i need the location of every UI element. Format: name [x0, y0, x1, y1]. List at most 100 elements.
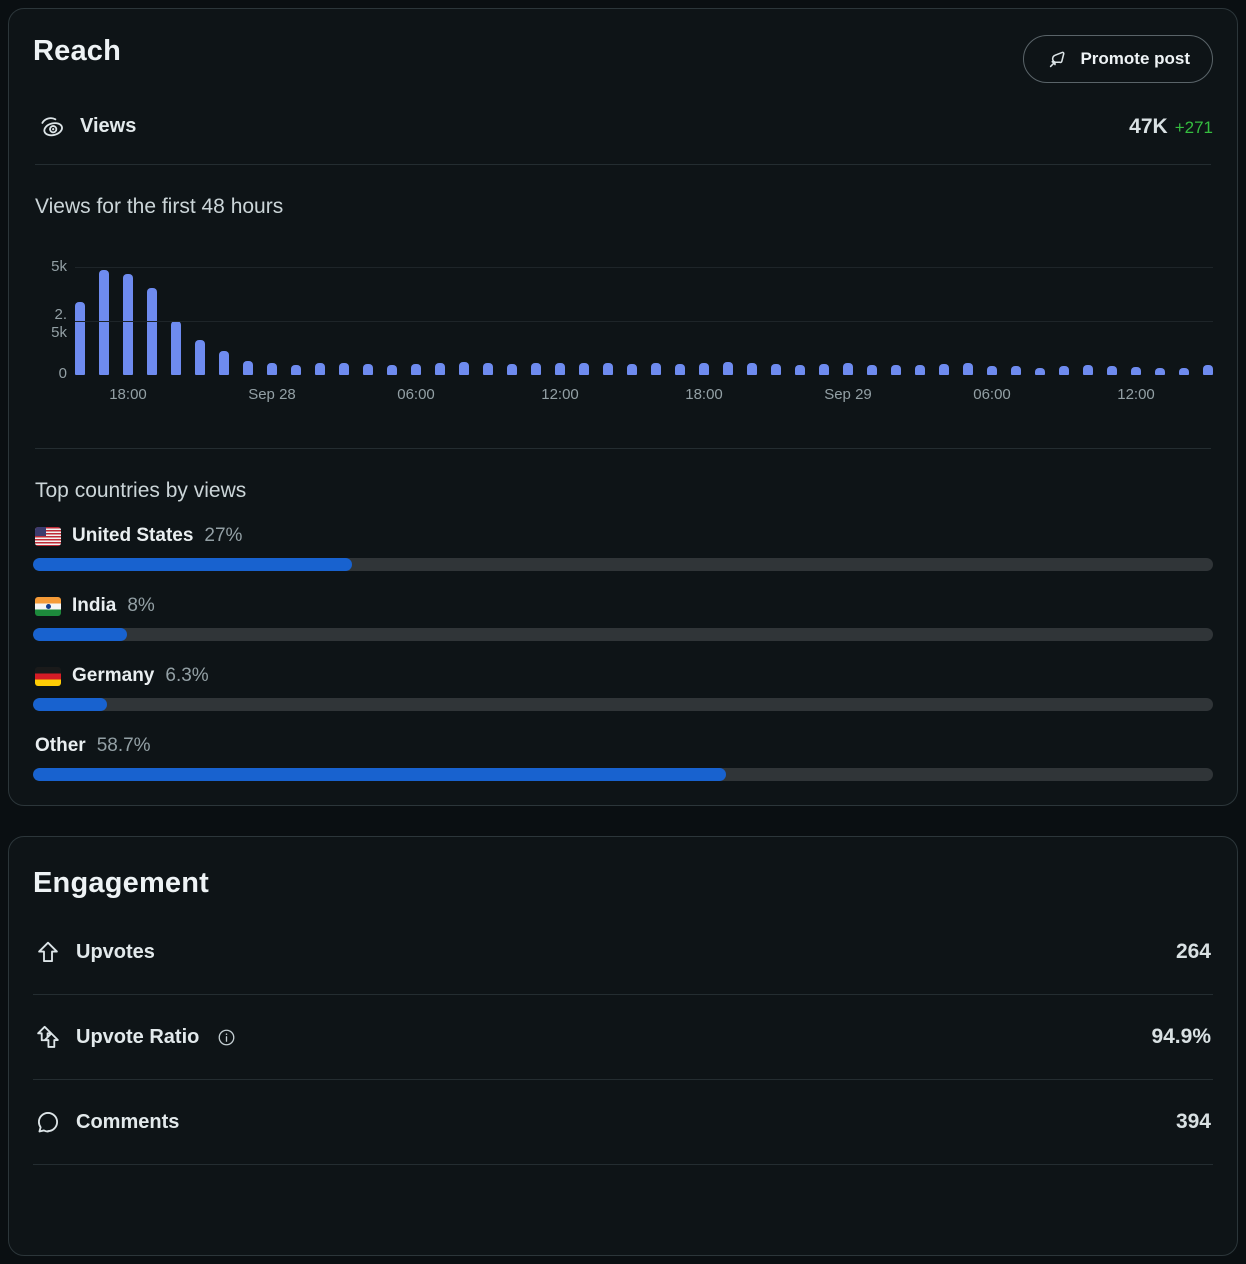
info-icon[interactable] — [216, 1027, 237, 1048]
chart-bar — [1155, 368, 1165, 375]
us-flag-icon — [35, 526, 61, 546]
country-bar-fill — [33, 628, 128, 641]
chart-bar — [819, 364, 829, 375]
country-percent: 27% — [204, 525, 243, 546]
comments-value: 394 — [1175, 1110, 1211, 1133]
chart-bar — [723, 362, 733, 375]
country-bar-fill — [33, 768, 726, 781]
chart-x-tick-label: 06:00 — [397, 386, 435, 403]
chart-bar — [891, 365, 901, 375]
country-name: India — [72, 595, 117, 616]
country-row-header: India 8% — [35, 595, 1213, 617]
chart-bar — [363, 364, 373, 375]
promote-post-label: Promote post — [1080, 49, 1190, 68]
comments-row: Comments 394 — [33, 1080, 1213, 1165]
country-name: Germany — [72, 665, 155, 686]
megaphone-icon — [1046, 48, 1069, 71]
country-name: Other — [35, 735, 86, 756]
chart-y-tick-label: 5k — [51, 258, 67, 275]
country-bar-track — [33, 628, 1213, 641]
country-bar-fill — [33, 698, 108, 711]
chart-bar — [699, 363, 709, 375]
chart-bar — [579, 363, 589, 375]
chart-bar — [987, 366, 997, 375]
chart-bar — [843, 363, 853, 375]
divider — [35, 448, 1211, 449]
country-row: Other 58.7% — [33, 735, 1213, 781]
de-flag-icon — [35, 666, 61, 686]
chart-bar — [483, 363, 493, 375]
in-flag-icon — [35, 596, 61, 616]
chart-gridline — [75, 267, 1213, 268]
chart-bar — [747, 363, 757, 375]
chart-bar — [291, 365, 301, 375]
chart-bar — [915, 365, 925, 375]
country-row: United States 27% — [33, 525, 1213, 571]
chart-x-tick-label: 18:00 — [109, 386, 147, 403]
chart-bar — [1107, 366, 1117, 375]
country-row-header: United States 27% — [35, 525, 1213, 547]
chart-bar — [411, 364, 421, 375]
chart-x-tick-label: 12:00 — [1117, 386, 1155, 403]
reach-title: Reach — [33, 35, 122, 67]
chart-bar — [387, 365, 397, 375]
chart-bar — [195, 340, 205, 375]
chart-bar — [555, 363, 565, 375]
upvotes-row: Upvotes 264 — [33, 910, 1213, 995]
chart-gridline — [75, 320, 1213, 322]
chart-bar — [219, 351, 229, 375]
engagement-card: Engagement Upvotes 264 Upvote Ratio — [8, 836, 1238, 1256]
chart-bar — [507, 364, 517, 375]
chart-bar — [627, 364, 637, 375]
chart-x-tick-label: 12:00 — [541, 386, 579, 403]
chart-bar — [1179, 368, 1189, 375]
divider — [35, 164, 1211, 165]
chart-bar — [339, 363, 349, 375]
views-label: Views — [80, 115, 137, 137]
comments-label: Comments — [76, 1110, 180, 1133]
eye-icon — [39, 113, 66, 140]
country-row: India 8% — [33, 595, 1213, 641]
country-bar-fill — [33, 558, 352, 571]
chart-bar — [1131, 367, 1141, 375]
country-bar-track — [33, 558, 1213, 571]
chart-bar — [867, 365, 877, 375]
chart-bar — [459, 362, 469, 375]
country-row: Germany 6.3% — [33, 665, 1213, 711]
chart-bar — [675, 364, 685, 375]
country-name: United States — [72, 525, 194, 546]
comment-icon — [35, 1109, 61, 1135]
upvote-icon — [35, 939, 61, 965]
chart-bar — [435, 363, 445, 375]
chart-bar — [99, 270, 109, 375]
country-row-header: Germany 6.3% — [35, 665, 1213, 687]
reach-card: Reach Promote post — [8, 8, 1238, 806]
chart-x-tick-label: Sep 29 — [824, 386, 872, 403]
country-percent: 8% — [127, 595, 155, 616]
country-percent: 6.3% — [165, 665, 209, 686]
country-percent: 58.7% — [96, 735, 151, 756]
chart-bar — [75, 302, 85, 375]
chart-bar — [171, 321, 181, 375]
chart-bars — [75, 257, 1213, 375]
chart-bar — [243, 361, 253, 375]
promote-post-button[interactable]: Promote post — [1023, 35, 1213, 83]
chart-bar — [1011, 366, 1021, 375]
chart-bar — [939, 364, 949, 375]
chart-bar — [651, 363, 661, 375]
views-chart: 5k 2. 5k 0 18:00 Sep 28 06:00 12:00 18:00 Sep 29… — [35, 257, 1213, 408]
countries-list: United States 27% India 8% Germany 6.3% Other 5… — [33, 525, 1213, 781]
chart-bar — [147, 288, 157, 375]
views-delta: +271 — [1174, 117, 1213, 137]
views-total: 47K — [1129, 114, 1168, 138]
upvote-ratio-icon — [35, 1024, 61, 1050]
views-values: 47K +271 — [1129, 115, 1213, 139]
chart-bar — [1035, 368, 1045, 375]
upvotes-value: 264 — [1175, 940, 1211, 963]
chart-y-tick-label: 0 — [58, 365, 67, 382]
chart-bar — [123, 274, 133, 375]
chart-y-tick-label: 2. 5k — [51, 305, 67, 341]
chart-x-tick-label: Sep 28 — [248, 386, 296, 403]
upvote-ratio-row: Upvote Ratio 94.9% — [33, 995, 1213, 1080]
